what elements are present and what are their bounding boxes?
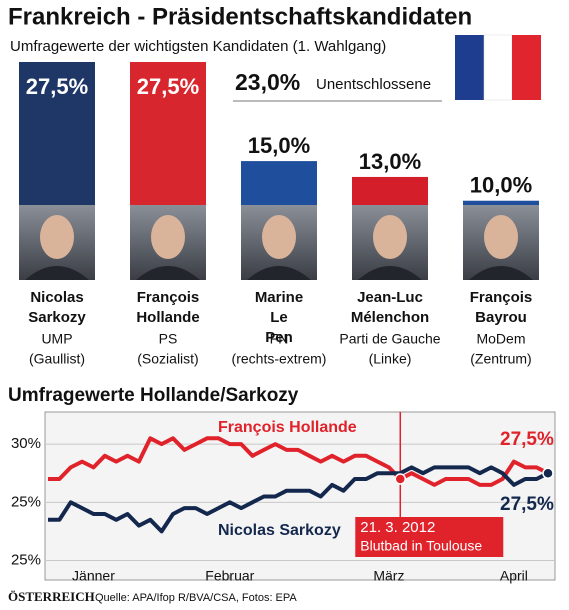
x-tick-label: Jänner	[72, 568, 115, 584]
line-title: Umfragewerte Hollande/Sarkozy	[8, 385, 299, 406]
party-group: (Linke)	[369, 351, 412, 367]
undecided-value: 23,0%	[235, 69, 300, 95]
value-label: 27,5%	[26, 74, 88, 99]
party: PS	[159, 331, 178, 347]
x-tick-label: Februar	[205, 568, 254, 584]
brand: ÖSTERREICH	[8, 589, 95, 604]
photo-face	[373, 215, 407, 259]
party-group: (Zentrum)	[470, 351, 531, 367]
photo-body	[247, 266, 311, 280]
candidate-name: François Hollande	[136, 289, 199, 326]
value-label: 10,0%	[470, 173, 532, 198]
series-line	[48, 436, 549, 487]
photo-body	[358, 266, 422, 280]
photo-face	[484, 215, 518, 259]
party: UMP	[41, 331, 72, 347]
candidate-name: François Bayrou	[470, 289, 533, 326]
x-tick-label: April	[500, 568, 528, 584]
photo-body	[136, 266, 200, 280]
photo-face	[262, 215, 296, 259]
party-group: (Sozialist)	[137, 351, 198, 367]
value-label: 27,5%	[137, 74, 199, 99]
candidate-photo	[352, 205, 428, 280]
event-date: 21. 3. 2012	[360, 519, 435, 536]
candidate-name: Nicolas Sarkozy	[28, 289, 86, 326]
y-tick-label: 25%	[11, 493, 41, 510]
photo-face	[151, 215, 185, 259]
candidate-name: Jean-Luc Mélenchon	[351, 289, 429, 326]
end-label: 27,5%	[500, 494, 554, 515]
photo-face	[40, 215, 74, 259]
party-group: (Gaullist)	[29, 351, 85, 367]
candidate-photo	[463, 205, 539, 280]
value-label: 13,0%	[359, 149, 421, 174]
party-group: (rechts-extrem)	[232, 351, 327, 367]
series-label: François Hollande	[218, 419, 357, 436]
party: Parti de Gauche	[339, 331, 440, 347]
candidate-photo	[130, 205, 206, 280]
event-dot	[394, 473, 407, 485]
series-label: Nicolas Sarkozy	[218, 522, 341, 539]
french-flag	[455, 34, 541, 101]
event-text: Blutbad in Toulouse	[360, 538, 482, 554]
photo-body	[25, 266, 89, 280]
end-dot	[542, 467, 554, 479]
y-tick-label: 25%	[11, 552, 41, 569]
party: MoDem	[476, 331, 525, 347]
value-label: 15,0%	[248, 133, 310, 158]
end-label: 27,5%	[500, 429, 554, 450]
event-box	[355, 517, 504, 557]
candidate-photo	[241, 205, 317, 280]
subtitle: Umfragewerte der wichtigsten Kandidaten …	[10, 38, 386, 55]
title: Frankreich - Präsidentschaftskandidaten	[8, 3, 472, 30]
x-tick-label: März	[373, 568, 404, 584]
candidate-name: Marine Le Pen	[255, 289, 303, 346]
undecided-label: Unentschlossene	[316, 76, 431, 93]
series-line	[48, 465, 549, 534]
photo-body	[469, 266, 533, 280]
candidate-photo	[19, 205, 95, 280]
party: FN	[270, 331, 289, 347]
source: Quelle: APA/Ifop R/BVA/CSA, Fotos: EPA	[95, 592, 297, 604]
y-tick-label: 30%	[11, 435, 41, 452]
